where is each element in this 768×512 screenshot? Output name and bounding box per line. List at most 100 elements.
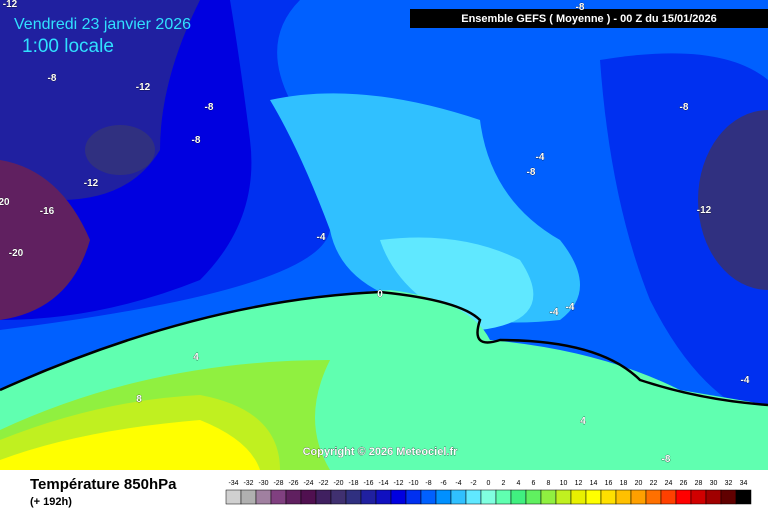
colorbar-label: -20	[333, 480, 343, 487]
copyright: Copyright © 2026 Meteociel.fr	[303, 446, 459, 458]
colorbar-label: -26	[288, 480, 298, 487]
colorbar-swatch	[255, 489, 272, 505]
warm-zone	[0, 420, 260, 470]
colorbar-swatch	[315, 489, 332, 505]
contour-label: -8	[662, 454, 671, 465]
colorbar-label: 20	[635, 480, 643, 487]
colorbar-swatch	[450, 489, 467, 505]
colorbar-label: -4	[455, 480, 461, 487]
forecast-date: Vendredi 23 janvier 2026	[14, 16, 191, 33]
colorbar-label: -24	[303, 480, 313, 487]
colorbar-swatch	[390, 489, 407, 505]
colorbar-swatch	[480, 489, 497, 505]
colorbar-label: -18	[348, 480, 358, 487]
contour-label: -8	[527, 167, 536, 178]
colorbar-swatch	[540, 489, 557, 505]
contour-label: -12	[136, 82, 151, 93]
colorbar-swatch	[735, 489, 752, 505]
colorbar-swatch	[525, 489, 542, 505]
colorbar-label: 28	[695, 480, 703, 487]
contour-label: 4	[580, 416, 586, 427]
contour-label: -12	[697, 205, 712, 216]
forecast-time: 1:00 locale	[22, 36, 114, 57]
mild-zone	[380, 237, 534, 330]
colorbar-swatch	[645, 489, 662, 505]
colorbar-label: 34	[740, 480, 748, 487]
contour-label: -4	[317, 232, 326, 243]
contour-label: -4	[536, 152, 545, 163]
contour-label: -8	[576, 2, 585, 13]
colorbar-label: 2	[502, 480, 506, 487]
contour-label: -12	[84, 178, 99, 189]
colorbar-label: -32	[243, 480, 253, 487]
contour-label: -12	[3, 0, 18, 10]
colorbar-swatch	[630, 489, 647, 505]
colorbar-swatch	[345, 489, 362, 505]
colorbar-swatch	[435, 489, 452, 505]
colorbar-swatch	[675, 489, 692, 505]
colorbar-label: 26	[680, 480, 688, 487]
colorbar-label: -16	[363, 480, 373, 487]
contour-label: -8	[205, 102, 214, 113]
colorbar-label: -2	[470, 480, 476, 487]
contour-label: -20	[9, 248, 24, 259]
cold-zone	[85, 125, 155, 175]
lead-time: (+ 192h)	[30, 496, 72, 508]
contour-label: -4	[741, 375, 750, 386]
colorbar-label: -8	[425, 480, 431, 487]
colorbar-label: 16	[605, 480, 613, 487]
zero-isotherm	[0, 290, 768, 407]
model-banner	[410, 9, 768, 28]
contour-label: -4	[550, 307, 559, 318]
colorbar-swatch	[720, 489, 737, 505]
contour-label: -8	[680, 102, 689, 113]
colorbar-label: 30	[710, 480, 718, 487]
colorbar-swatch	[615, 489, 632, 505]
colorbar-swatch	[300, 489, 317, 505]
colorbar-swatch	[330, 489, 347, 505]
colorbar-swatch	[465, 489, 482, 505]
colorbar-swatch	[495, 489, 512, 505]
field-title: Température 850hPa	[30, 476, 177, 493]
colorbar-swatch	[555, 489, 572, 505]
cold-zone	[0, 160, 90, 320]
colorbar-label: -30	[258, 480, 268, 487]
colorbar-label: 8	[547, 480, 551, 487]
colorbar-swatch	[375, 489, 392, 505]
contour-label: 4	[193, 352, 199, 363]
colorbar-label: 0	[487, 480, 491, 487]
colorbar-swatch	[510, 489, 527, 505]
colorbar-label: 10	[560, 480, 568, 487]
colorbar-swatch	[225, 489, 242, 505]
colorbar-swatch	[705, 489, 722, 505]
colorbar-label: 12	[575, 480, 583, 487]
colorbar-label: 24	[665, 480, 673, 487]
model-info: Ensemble GEFS ( Moyenne ) - 00 Z du 15/0…	[461, 13, 717, 25]
colorbar-swatch	[270, 489, 287, 505]
cold-zone	[698, 110, 768, 290]
colorbar-label: -6	[440, 480, 446, 487]
colorbar-swatch	[585, 489, 602, 505]
colorbar-swatch	[405, 489, 422, 505]
contour-label: -4	[566, 302, 575, 313]
colorbar-label: -12	[393, 480, 403, 487]
contour-label: 0	[377, 289, 383, 300]
colorbar-swatch	[420, 489, 437, 505]
contour-label: -16	[40, 206, 55, 217]
colorbar-swatch	[600, 489, 617, 505]
colorbar-label: 6	[532, 480, 536, 487]
colorbar-swatch	[690, 489, 707, 505]
colorbar-label: -10	[408, 480, 418, 487]
colorbar-swatch	[570, 489, 587, 505]
colorbar-label: -22	[318, 480, 328, 487]
colorbar-label: 22	[650, 480, 658, 487]
colorbar-label: -14	[378, 480, 388, 487]
colorbar-swatch	[285, 489, 302, 505]
colorbar-label: -28	[273, 480, 283, 487]
colorbar-label: 32	[725, 480, 733, 487]
colorbar-label: 18	[620, 480, 628, 487]
colorbar-label: -34	[228, 480, 238, 487]
contour-label: -8	[192, 135, 201, 146]
